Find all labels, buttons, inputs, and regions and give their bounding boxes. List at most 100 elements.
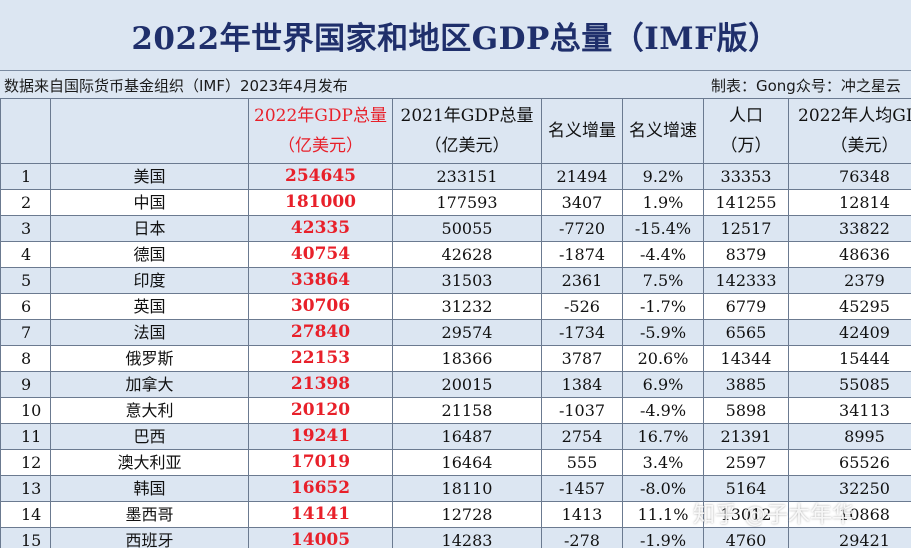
cell-population[interactable]: 4760 xyxy=(703,527,789,548)
cell-gdp-2022[interactable]: 27840 xyxy=(248,319,393,346)
cell-nominal-increase[interactable]: -1874 xyxy=(541,241,623,268)
cell-gdp-2021[interactable]: 20015 xyxy=(392,371,542,398)
cell-per-capita[interactable]: 32250 xyxy=(788,475,911,502)
cell-gdp-2021[interactable]: 31232 xyxy=(392,293,542,320)
cell-population[interactable]: 8379 xyxy=(703,241,789,268)
cell-country[interactable]: 中国 xyxy=(50,189,249,216)
cell-nominal-growth[interactable]: 1.9% xyxy=(622,189,704,216)
cell-rank[interactable]: 3 xyxy=(0,215,51,242)
cell-gdp-2021[interactable]: 177593 xyxy=(392,189,542,216)
cell-country[interactable]: 德国 xyxy=(50,241,249,268)
cell-gdp-2021[interactable]: 31503 xyxy=(392,267,542,294)
cell-population[interactable]: 5898 xyxy=(703,397,789,424)
cell-population[interactable]: 21391 xyxy=(703,423,789,450)
cell-country[interactable]: 加拿大 xyxy=(50,371,249,398)
cell-rank[interactable]: 4 xyxy=(0,241,51,268)
cell-nominal-increase[interactable]: -278 xyxy=(541,527,623,548)
cell-rank[interactable]: 7 xyxy=(0,319,51,346)
cell-country[interactable]: 印度 xyxy=(50,267,249,294)
cell-nominal-growth[interactable]: -4.9% xyxy=(622,397,704,424)
cell-nominal-growth[interactable]: 6.9% xyxy=(622,371,704,398)
cell-gdp-2021[interactable]: 21158 xyxy=(392,397,542,424)
cell-rank[interactable]: 1 xyxy=(0,163,51,190)
cell-nominal-increase[interactable]: 1413 xyxy=(541,501,623,528)
cell-gdp-2021[interactable]: 16464 xyxy=(392,449,542,476)
cell-gdp-2021[interactable]: 233151 xyxy=(392,163,542,190)
cell-nominal-increase[interactable]: -526 xyxy=(541,293,623,320)
cell-nominal-increase[interactable]: 2754 xyxy=(541,423,623,450)
cell-rank[interactable]: 11 xyxy=(0,423,51,450)
cell-per-capita[interactable]: 29421 xyxy=(788,527,911,548)
cell-gdp-2021[interactable]: 12728 xyxy=(392,501,542,528)
cell-gdp-2022[interactable]: 30706 xyxy=(248,293,393,320)
cell-gdp-2022[interactable]: 181000 xyxy=(248,189,393,216)
cell-nominal-increase[interactable]: 2361 xyxy=(541,267,623,294)
cell-per-capita[interactable]: 65526 xyxy=(788,449,911,476)
cell-nominal-increase[interactable]: -7720 xyxy=(541,215,623,242)
header-gdp-2022[interactable]: 2022年GDP总量 （亿美元） xyxy=(248,98,393,164)
cell-gdp-2022[interactable]: 40754 xyxy=(248,241,393,268)
cell-gdp-2021[interactable]: 18110 xyxy=(392,475,542,502)
cell-gdp-2022[interactable]: 33864 xyxy=(248,267,393,294)
cell-population[interactable]: 3885 xyxy=(703,371,789,398)
cell-population[interactable]: 6565 xyxy=(703,319,789,346)
cell-country[interactable]: 日本 xyxy=(50,215,249,242)
cell-nominal-growth[interactable]: 20.6% xyxy=(622,345,704,372)
cell-per-capita[interactable]: 48636 xyxy=(788,241,911,268)
cell-gdp-2021[interactable]: 14283 xyxy=(392,527,542,548)
cell-rank[interactable]: 10 xyxy=(0,397,51,424)
cell-country[interactable]: 英国 xyxy=(50,293,249,320)
cell-nominal-increase[interactable]: 3407 xyxy=(541,189,623,216)
cell-gdp-2022[interactable]: 22153 xyxy=(248,345,393,372)
cell-per-capita[interactable]: 55085 xyxy=(788,371,911,398)
cell-nominal-growth[interactable]: 9.2% xyxy=(622,163,704,190)
cell-nominal-growth[interactable]: 7.5% xyxy=(622,267,704,294)
cell-rank[interactable]: 8 xyxy=(0,345,51,372)
header-country[interactable] xyxy=(50,98,249,164)
cell-population[interactable]: 33353 xyxy=(703,163,789,190)
cell-country[interactable]: 澳大利亚 xyxy=(50,449,249,476)
cell-population[interactable]: 12517 xyxy=(703,215,789,242)
cell-gdp-2022[interactable]: 19241 xyxy=(248,423,393,450)
cell-gdp-2021[interactable]: 29574 xyxy=(392,319,542,346)
cell-nominal-growth[interactable]: 16.7% xyxy=(622,423,704,450)
cell-gdp-2022[interactable]: 20120 xyxy=(248,397,393,424)
cell-gdp-2022[interactable]: 17019 xyxy=(248,449,393,476)
cell-gdp-2022[interactable]: 14141 xyxy=(248,501,393,528)
cell-population[interactable]: 142333 xyxy=(703,267,789,294)
cell-nominal-increase[interactable]: -1037 xyxy=(541,397,623,424)
cell-country[interactable]: 巴西 xyxy=(50,423,249,450)
cell-rank[interactable]: 6 xyxy=(0,293,51,320)
cell-country[interactable]: 意大利 xyxy=(50,397,249,424)
cell-nominal-growth[interactable]: -1.9% xyxy=(622,527,704,548)
cell-rank[interactable]: 5 xyxy=(0,267,51,294)
cell-nominal-growth[interactable]: -4.4% xyxy=(622,241,704,268)
cell-nominal-growth[interactable]: -1.7% xyxy=(622,293,704,320)
cell-population[interactable]: 2597 xyxy=(703,449,789,476)
cell-per-capita[interactable]: 34113 xyxy=(788,397,911,424)
cell-country[interactable]: 韩国 xyxy=(50,475,249,502)
cell-gdp-2022[interactable]: 21398 xyxy=(248,371,393,398)
cell-nominal-increase[interactable]: -1734 xyxy=(541,319,623,346)
cell-nominal-growth[interactable]: 3.4% xyxy=(622,449,704,476)
cell-per-capita[interactable]: 8995 xyxy=(788,423,911,450)
cell-gdp-2021[interactable]: 50055 xyxy=(392,215,542,242)
cell-gdp-2021[interactable]: 42628 xyxy=(392,241,542,268)
cell-nominal-increase[interactable]: 3787 xyxy=(541,345,623,372)
cell-per-capita[interactable]: 76348 xyxy=(788,163,911,190)
header-nominal-growth[interactable]: 名义增速 xyxy=(622,98,704,164)
cell-gdp-2021[interactable]: 18366 xyxy=(392,345,542,372)
cell-gdp-2022[interactable]: 42335 xyxy=(248,215,393,242)
cell-gdp-2022[interactable]: 16652 xyxy=(248,475,393,502)
cell-nominal-growth[interactable]: -15.4% xyxy=(622,215,704,242)
cell-population[interactable]: 141255 xyxy=(703,189,789,216)
header-nominal-increase[interactable]: 名义增量 xyxy=(541,98,623,164)
cell-rank[interactable]: 13 xyxy=(0,475,51,502)
cell-population[interactable]: 6779 xyxy=(703,293,789,320)
header-per-capita[interactable]: 2022年人均GDP （美元） xyxy=(788,98,911,164)
cell-population[interactable]: 5164 xyxy=(703,475,789,502)
cell-country[interactable]: 西班牙 xyxy=(50,527,249,548)
cell-nominal-growth[interactable]: -5.9% xyxy=(622,319,704,346)
cell-per-capita[interactable]: 15444 xyxy=(788,345,911,372)
cell-nominal-increase[interactable]: -1457 xyxy=(541,475,623,502)
